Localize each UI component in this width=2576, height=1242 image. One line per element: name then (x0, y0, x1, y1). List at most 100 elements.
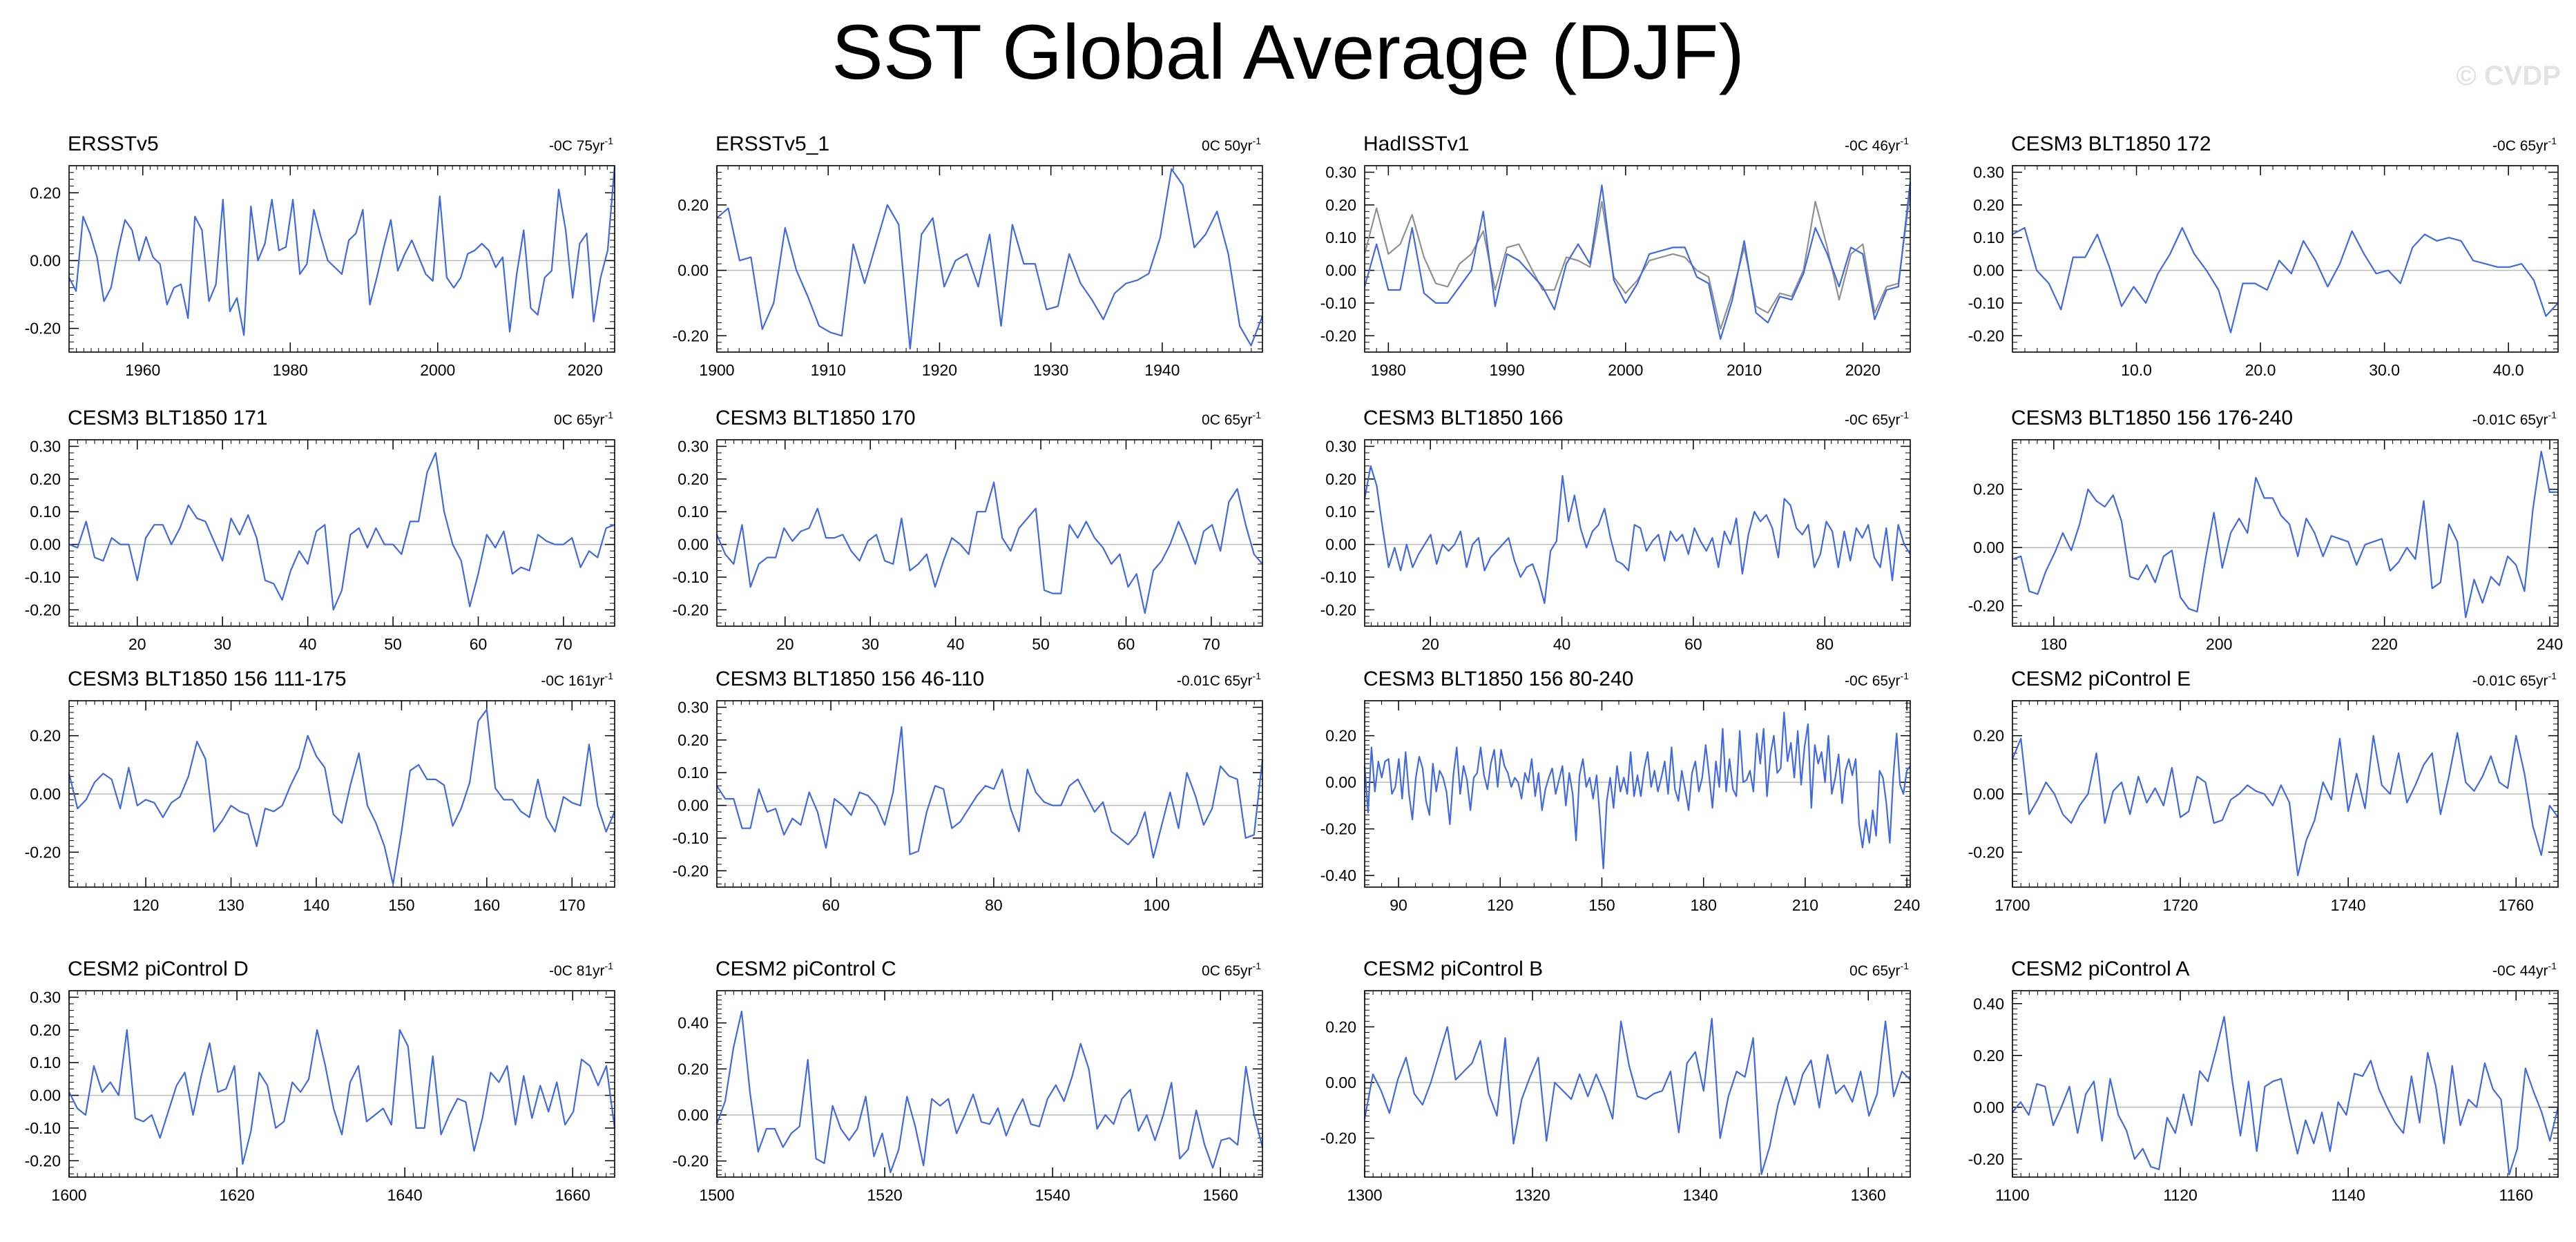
trend-value: 0C 65yr (1202, 412, 1253, 428)
chart-title: CESM3 BLT1850 170 (715, 407, 916, 429)
y-tick-label: 0.00 (1973, 262, 2004, 280)
series-line (68, 165, 616, 336)
trend-superscript: -1 (1253, 409, 1262, 420)
trend-superscript: -1 (1253, 670, 1262, 681)
y-tick-label: 0.40 (677, 1014, 709, 1032)
y-tick-label: -0.20 (1968, 1150, 2004, 1168)
trend-label: 0C 65yr-1 (1202, 409, 1261, 428)
series-line (716, 726, 1264, 859)
x-tick-label: 80 (1816, 635, 1834, 653)
trend-superscript: -1 (2548, 670, 2557, 681)
x-tick-label: 2020 (1845, 361, 1881, 379)
x-tick-label: 1760 (2499, 896, 2534, 914)
x-tick-label: 40 (299, 635, 317, 653)
chart-panel-7: CESM3 BLT1850 166 -0C 65yr-1 20 40 60 80 0.30 0… (1320, 407, 1911, 653)
x-tick-label: 20 (1421, 635, 1439, 653)
x-tick-label: 120 (1487, 896, 1513, 914)
chart-title: CESM2 piControl E (2011, 668, 2191, 690)
y-tick-label: 0.40 (1973, 995, 2004, 1013)
x-tick-label: 240 (1894, 896, 1920, 914)
y-tick-label: 0.20 (30, 184, 61, 202)
chart-title: CESM3 BLT1850 171 (68, 407, 268, 429)
chart-title: ERSSTv5_1 (715, 133, 829, 155)
trend-superscript: -1 (1901, 670, 1910, 681)
x-tick-label: 2000 (1608, 361, 1643, 379)
x-tick-label: 60 (1684, 635, 1702, 653)
series-line (68, 1029, 616, 1165)
plot-frame (68, 990, 615, 1178)
y-tick-label: 0.00 (30, 536, 61, 554)
chart-panel-1: ERSSTv5 -0C 75yr-1 1960 1980 2000 2020 0.20 0.0… (25, 133, 616, 379)
chart-panel-5: CESM3 BLT1850 171 0C 65yr-1 20 30 40 50 60 70 0.… (25, 407, 615, 653)
x-tick-label: 1300 (1347, 1186, 1382, 1204)
chart-panel-6: CESM3 BLT1850 170 0C 65yr-1 20 30 40 50 60 70 0.… (673, 407, 1263, 653)
y-tick-label: -0.20 (1320, 1129, 1356, 1147)
chart-panel-3: HadISSTv1 -0C 46yr-1 1980 1990 2000 2010 2020 0… (1320, 133, 1912, 379)
x-tick-label: 30 (861, 635, 879, 653)
y-tick-label: -0.20 (673, 862, 709, 880)
trend-value: -0C 161yr (541, 673, 604, 689)
y-tick-label: 0.20 (677, 196, 709, 214)
y-tick-label: -0.10 (673, 568, 709, 586)
y-tick-label: 0.20 (677, 1060, 709, 1078)
series-line (2012, 1016, 2559, 1176)
y-tick-label: -0.10 (1968, 294, 2004, 312)
chart-title: CESM2 piControl B (1363, 958, 1543, 980)
y-tick-label: 0.20 (1325, 1018, 1356, 1036)
y-tick-label: 0.00 (1325, 536, 1356, 554)
y-tick-label: 0.30 (30, 437, 61, 455)
x-tick-label: 1160 (2499, 1186, 2532, 1204)
x-tick-label: 30 (213, 635, 231, 653)
x-tick-label: 1960 (125, 361, 160, 379)
trend-label: -0C 44yr-1 (2492, 960, 2557, 979)
secondary-series-line (1363, 191, 1912, 330)
y-tick-label: -0.10 (673, 829, 709, 847)
series-line (68, 452, 615, 611)
trend-label: -0C 75yr-1 (549, 135, 613, 154)
y-tick-label: 0.00 (677, 1106, 709, 1124)
chart-panel-9: CESM3 BLT1850 156 111-175 -0C 161yr-1 120 1… (25, 668, 616, 914)
plot-frame (716, 700, 1263, 888)
trend-superscript: -1 (1901, 409, 1910, 420)
y-tick-label: 0.00 (30, 251, 61, 269)
chart-panel-16: CESM2 piControl A -0C 44yr-1 1100 1120 1140 1… (1968, 958, 2559, 1204)
x-tick-label: 2020 (568, 361, 603, 379)
x-tick-label: 50 (1032, 635, 1050, 653)
y-tick-label: 0.20 (1973, 727, 2004, 745)
x-tick-label: 150 (388, 896, 414, 914)
chart-title: CESM3 BLT1850 172 (2011, 133, 2211, 155)
chart-panel-4: CESM3 BLT1850 172 -0C 65yr-1 10.0 20.0 30.0 4… (1968, 133, 2559, 379)
x-tick-label: 1340 (1683, 1186, 1718, 1204)
y-tick-label: 0.30 (30, 988, 61, 1006)
trend-superscript: -1 (605, 960, 614, 971)
x-tick-label: 70 (1202, 635, 1220, 653)
trend-superscript: -1 (1901, 960, 1910, 971)
chart-title: CESM2 piControl A (2011, 958, 2189, 980)
trend-superscript: -1 (2548, 960, 2557, 971)
plot-frame (68, 165, 615, 353)
x-tick-label: 240 (2537, 635, 2563, 653)
x-tick-label: 70 (555, 635, 573, 653)
y-tick-label: -0.10 (25, 1119, 61, 1137)
chart-panel-13: CESM2 piControl D -0C 81yr-1 1600 1620 1640 1… (25, 958, 616, 1204)
trend-label: 0C 65yr-1 (1849, 960, 1909, 979)
y-tick-label: -0.10 (1320, 568, 1356, 586)
chart-title: CESM3 BLT1850 156 111-175 (68, 668, 347, 690)
y-tick-label: -0.20 (25, 1152, 61, 1170)
trend-label: -0.01C 65yr-1 (1177, 670, 1261, 689)
plot-frame (68, 700, 615, 888)
x-tick-label: 180 (2041, 635, 2067, 653)
x-tick-label: 170 (559, 896, 585, 914)
series-line (715, 481, 1263, 614)
chart-title: CESM3 BLT1850 156 46-110 (715, 668, 984, 690)
y-tick-label: 0.00 (1325, 773, 1356, 791)
trend-value: 0C 50yr (1202, 138, 1253, 154)
plot-frame (716, 165, 1263, 353)
x-tick-label: 1120 (2163, 1186, 2197, 1204)
plot-frame (68, 439, 615, 627)
trend-value: -0.01C 65yr (2472, 673, 2548, 689)
trend-label: 0C 65yr-1 (554, 409, 613, 428)
trend-superscript: -1 (2548, 409, 2557, 420)
x-tick-label: 1100 (1995, 1186, 2029, 1204)
y-tick-label: 0.10 (1325, 229, 1356, 246)
